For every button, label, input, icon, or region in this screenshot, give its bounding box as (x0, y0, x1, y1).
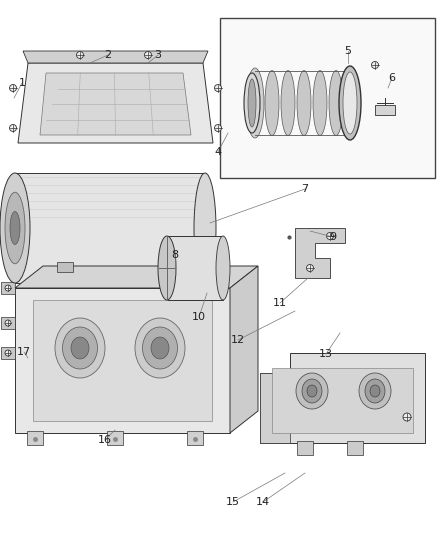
Circle shape (215, 85, 222, 92)
Ellipse shape (216, 236, 230, 300)
Circle shape (145, 52, 152, 59)
Text: 13: 13 (319, 349, 333, 359)
Text: 3: 3 (155, 50, 162, 60)
Text: 6: 6 (389, 73, 396, 83)
Polygon shape (230, 266, 258, 433)
Polygon shape (15, 288, 230, 433)
Text: 1: 1 (18, 78, 25, 88)
Text: 7: 7 (301, 184, 308, 194)
Polygon shape (23, 51, 208, 63)
Circle shape (326, 232, 333, 239)
Bar (187, 431, 203, 445)
Ellipse shape (71, 337, 89, 359)
Ellipse shape (248, 79, 256, 127)
Bar (272, 368, 413, 433)
Ellipse shape (151, 337, 169, 359)
Circle shape (403, 413, 411, 421)
Text: 8: 8 (171, 250, 179, 260)
Bar (347, 441, 363, 455)
Bar (1, 282, 15, 294)
Text: 5: 5 (345, 46, 352, 56)
Bar (1, 347, 15, 359)
Ellipse shape (296, 373, 328, 409)
Bar (33, 300, 212, 421)
Ellipse shape (246, 68, 264, 138)
Ellipse shape (10, 212, 20, 245)
Polygon shape (15, 266, 258, 288)
Ellipse shape (55, 318, 105, 378)
Text: 15: 15 (226, 497, 240, 507)
Circle shape (5, 350, 11, 356)
Ellipse shape (244, 73, 260, 133)
Ellipse shape (63, 327, 98, 369)
Circle shape (10, 85, 17, 92)
Bar (220, 18, 435, 178)
Bar (57, 262, 73, 272)
Circle shape (215, 125, 222, 132)
Circle shape (5, 285, 11, 291)
Bar (27, 431, 43, 445)
Circle shape (77, 52, 84, 59)
Bar (260, 373, 290, 443)
Ellipse shape (194, 173, 216, 283)
Circle shape (10, 125, 17, 132)
Polygon shape (295, 228, 345, 278)
Ellipse shape (307, 385, 317, 397)
Ellipse shape (359, 373, 391, 409)
Ellipse shape (0, 173, 30, 283)
Ellipse shape (5, 192, 25, 264)
Ellipse shape (329, 70, 343, 135)
Text: 14: 14 (256, 497, 270, 507)
Ellipse shape (142, 327, 177, 369)
Circle shape (371, 61, 378, 69)
Bar (167, 236, 223, 300)
Bar (297, 441, 313, 455)
Ellipse shape (302, 379, 322, 403)
Text: 2: 2 (104, 50, 112, 60)
Ellipse shape (281, 70, 295, 135)
Polygon shape (18, 63, 213, 143)
Bar (107, 431, 123, 445)
Circle shape (5, 320, 11, 326)
Text: 10: 10 (192, 312, 206, 322)
Circle shape (307, 264, 314, 271)
Ellipse shape (265, 70, 279, 135)
Bar (167, 262, 183, 272)
Polygon shape (260, 353, 425, 443)
Ellipse shape (370, 385, 380, 397)
Ellipse shape (297, 70, 311, 135)
Bar (1, 317, 15, 329)
Polygon shape (40, 73, 191, 135)
Text: 9: 9 (329, 232, 336, 242)
Bar (375, 105, 395, 115)
Bar (15, 173, 205, 283)
Text: 16: 16 (98, 435, 112, 445)
Text: 17: 17 (17, 347, 31, 357)
Text: 4: 4 (215, 147, 222, 157)
Ellipse shape (135, 318, 185, 378)
Ellipse shape (365, 379, 385, 403)
Ellipse shape (339, 66, 361, 140)
Ellipse shape (313, 70, 327, 135)
Text: 12: 12 (231, 335, 245, 345)
Ellipse shape (158, 236, 176, 300)
Ellipse shape (343, 72, 357, 134)
Text: 11: 11 (273, 298, 287, 308)
